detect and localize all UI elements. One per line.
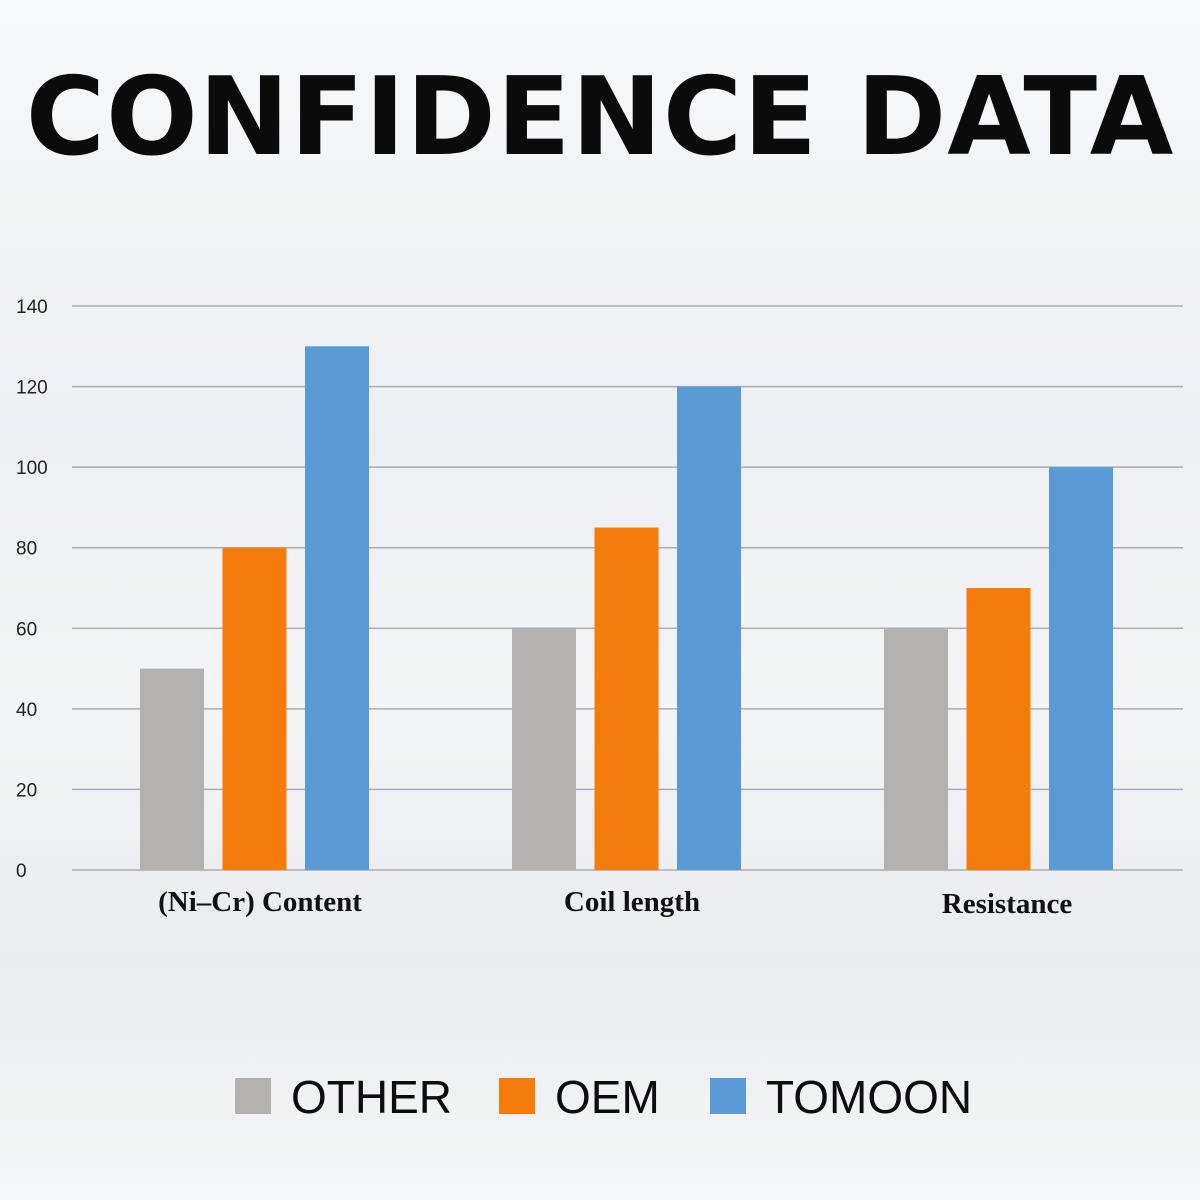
y-tick-label: 100 [16, 458, 48, 479]
y-tick-label: 20 [16, 780, 37, 801]
legend-label-oem: OEM [555, 1071, 660, 1123]
y-tick-label: 40 [16, 700, 37, 721]
bar-oem-0 [222, 547, 287, 870]
x-category-label: Coil length [564, 886, 700, 918]
legend-swatch-other [235, 1078, 271, 1114]
y-axis-ticks: 0 20 40 60 80 100 120 140 [16, 297, 48, 882]
chart-title: CONFIDENCE DATA [26, 55, 1175, 180]
x-category-label: (Ni–Cr) Content [158, 886, 362, 918]
bar-other-1 [512, 628, 576, 870]
bar-tomoon-0 [305, 346, 369, 870]
y-tick-label: 60 [16, 619, 37, 640]
y-tick-label: 140 [16, 297, 48, 318]
legend-label-tomoon: TOMOON [766, 1071, 972, 1123]
bars [140, 346, 1113, 870]
legend-label-other: OTHER [291, 1071, 452, 1123]
bar-tomoon-1 [677, 386, 741, 870]
legend-swatch-tomoon [710, 1078, 746, 1114]
bar-oem-2 [966, 588, 1031, 870]
x-axis-categories: (Ni–Cr) Content Coil length Resistance [158, 886, 1072, 920]
bar-tomoon-2 [1049, 467, 1113, 870]
y-tick-label: 80 [16, 539, 37, 560]
legend-swatch-oem [499, 1078, 535, 1114]
bar-other-0 [140, 668, 204, 870]
bar-other-2 [884, 628, 948, 870]
x-category-label: Resistance [942, 888, 1073, 920]
y-tick-label: 0 [16, 861, 27, 882]
legend: OTHER OEM TOMOON [235, 1071, 972, 1123]
y-tick-label: 120 [16, 378, 48, 399]
bar-oem-1 [594, 527, 659, 870]
